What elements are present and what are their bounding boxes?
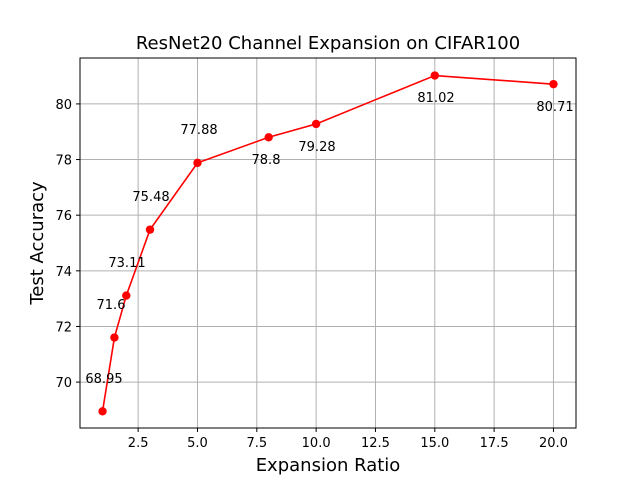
data-label: 77.88: [180, 123, 217, 138]
data-point: [549, 79, 558, 89]
data-label: 68.95: [85, 372, 122, 387]
data-label: 79.28: [298, 140, 335, 155]
data-labels: 68.95 71.6 73.11 75.48 77.88 78.8 79.28 81.02 80…: [85, 91, 573, 387]
data-label: 71.6: [97, 298, 126, 313]
data-point: [98, 407, 107, 416]
data-points: [98, 71, 558, 416]
x-tick-label: 5.0: [187, 436, 208, 451]
y-tick-label: 70: [55, 376, 72, 391]
x-axis-label: Expansion Ratio: [256, 455, 401, 476]
chart-title: ResNet20 Channel Expansion on CIFAR100: [136, 33, 520, 54]
grid-lines: [80, 58, 576, 428]
data-label: 80.71: [536, 100, 573, 115]
data-label: 75.48: [132, 190, 169, 205]
data-point: [122, 291, 131, 300]
data-label: 78.8: [252, 153, 281, 168]
series-line: [101, 74, 554, 412]
data-label: 81.02: [417, 91, 454, 106]
data-point: [145, 225, 155, 234]
data-point: [110, 333, 119, 342]
data-point: [193, 158, 202, 168]
plot-frame: [79, 57, 577, 429]
y-axis: 70 72 74 76 78 80: [55, 98, 80, 391]
x-tick-label: 10.0: [302, 436, 331, 451]
y-tick-label: 80: [55, 98, 72, 113]
y-axis-label: Test Accuracy: [27, 181, 48, 306]
data-point: [311, 119, 321, 129]
x-tick-label: 2.5: [128, 436, 149, 451]
y-tick-label: 74: [55, 265, 72, 280]
data-point: [264, 133, 273, 142]
x-tick-label: 7.5: [246, 436, 267, 451]
y-tick-label: 78: [55, 154, 72, 169]
data-point: [430, 71, 439, 80]
x-tick-label: 20.0: [539, 436, 568, 451]
x-tick-label: 15.0: [420, 436, 449, 451]
data-label: 73.11: [108, 256, 145, 271]
y-tick-label: 72: [55, 320, 72, 335]
x-tick-label: 17.5: [480, 436, 509, 451]
x-axis: 2.5 5.0 7.5 10.0 12.5 15.0 17.5 20.0: [128, 428, 568, 451]
y-tick-label: 76: [55, 209, 72, 224]
series-polyline: [101, 74, 554, 412]
x-tick-label: 12.5: [361, 436, 390, 451]
